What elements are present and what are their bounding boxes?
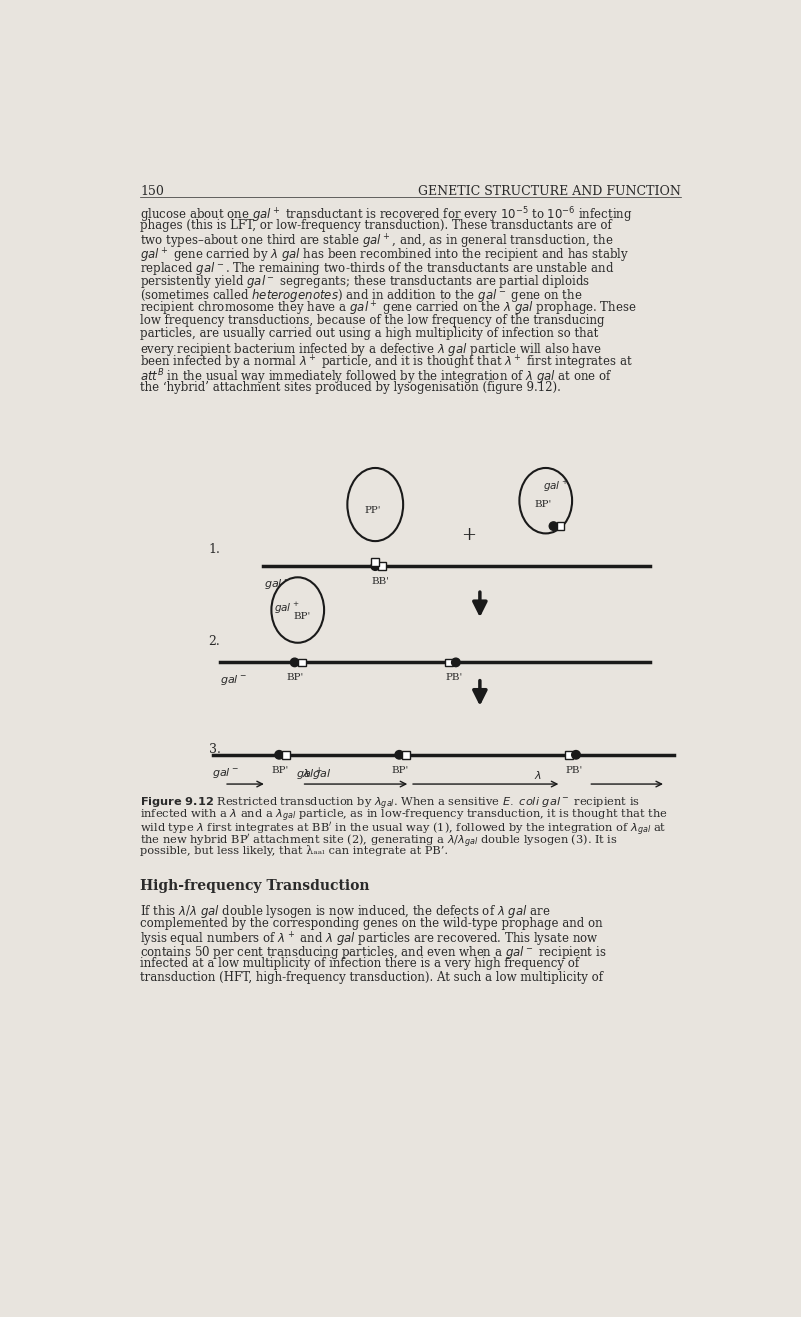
Text: recipient chromosome they have a $\mathit{gal}^+$ gene carried on the $\lambda$ : recipient chromosome they have a $\mathi… (140, 300, 637, 319)
Text: PP': PP' (364, 506, 381, 515)
Text: complemented by the corresponding genes on the wild-type prophage and on: complemented by the corresponding genes … (140, 917, 603, 930)
Bar (566, 751, 573, 759)
Text: infected with a $\lambda$ and a $\lambda_{gal}$ particle, as in low-frequency tr: infected with a $\lambda$ and a $\lambda… (140, 807, 668, 824)
Bar (298, 658, 305, 666)
Text: wild type $\lambda$ first integrates at BB$'$ in the usual way (1), followed by : wild type $\lambda$ first integrates at … (140, 820, 667, 838)
Text: PB': PB' (566, 765, 582, 774)
Bar (282, 751, 290, 759)
Bar (372, 558, 379, 566)
Text: $\mathit{gal}^-$: $\mathit{gal}^-$ (264, 577, 292, 591)
Text: the ‘hybrid’ attachment sites produced by lysogenisation (figure 9.12).: the ‘hybrid’ attachment sites produced b… (140, 381, 562, 394)
Text: every recipient bacterium infected by a defective $\lambda$ $\mathit{gal}$ parti: every recipient bacterium infected by a … (140, 341, 602, 357)
Text: persistently yield $\mathit{gal}^-$ segregants; these transductants are partial : persistently yield $\mathit{gal}^-$ segr… (140, 273, 590, 290)
Circle shape (371, 562, 380, 570)
Text: 2.: 2. (208, 635, 220, 648)
Bar (378, 562, 386, 570)
Text: $\mathit{att}^B$ in the usual way immediately followed by the integration of $\l: $\mathit{att}^B$ in the usual way immedi… (140, 367, 614, 387)
Text: $\lambda\ gal$: $\lambda\ gal$ (302, 766, 332, 781)
Text: BP': BP' (535, 500, 552, 510)
Text: 3.: 3. (208, 743, 220, 756)
Text: +: + (461, 527, 476, 544)
Text: been infected by a normal $\lambda^+$ particle, and it is thought that $\lambda^: been infected by a normal $\lambda^+$ pa… (140, 354, 634, 373)
Circle shape (572, 751, 580, 759)
Text: $\mathit{gal}^+$ gene carried by $\lambda$ $\mathit{gal}$ has been recombined in: $\mathit{gal}^+$ gene carried by $\lambd… (140, 246, 630, 265)
Text: If this $\lambda$/$\lambda$ $\mathit{gal}$ double lysogen is now induced, the de: If this $\lambda$/$\lambda$ $\mathit{gal… (140, 903, 551, 921)
Text: contains 50 per cent transducing particles, and even when a $\mathit{gal}^-$ rec: contains 50 per cent transducing particl… (140, 944, 607, 961)
Circle shape (395, 751, 404, 759)
Text: glucose about one $\mathit{gal}^+$ transductant is recovered for every $10^{-5}$: glucose about one $\mathit{gal}^+$ trans… (140, 205, 633, 225)
Text: BP': BP' (272, 765, 288, 774)
Text: transduction (HFT, high-frequency transduction). At such a low multiplicity of: transduction (HFT, high-frequency transd… (140, 971, 603, 984)
Text: infected at a low multiplicity of infection there is a very high frequency of: infected at a low multiplicity of infect… (140, 957, 580, 971)
Text: phages (this is LFT, or low-frequency transduction). These transductants are of: phages (this is LFT, or low-frequency tr… (140, 219, 612, 232)
Text: the new hybrid BP$'$ attachment site (2), generating a $\lambda$/$\lambda_{gal}$: the new hybrid BP$'$ attachment site (2)… (140, 832, 618, 849)
Text: BP': BP' (392, 765, 409, 774)
Text: 1.: 1. (208, 543, 220, 556)
Text: two types–about one third are stable $\mathit{gal}^+$, and, as in general transd: two types–about one third are stable $\m… (140, 233, 614, 252)
Text: PB': PB' (445, 673, 462, 682)
Text: 150: 150 (140, 184, 164, 198)
Text: particles, are usually carried out using a high multiplicity of infection so tha: particles, are usually carried out using… (140, 327, 598, 340)
Bar (557, 523, 565, 529)
Circle shape (275, 751, 284, 759)
Text: possible, but less likely, that λₐₐₗ can integrate at PB’.: possible, but less likely, that λₐₐₗ can… (140, 846, 449, 856)
Text: (sometimes called $\mathit{heterogenotes}$) and in addition to the $\mathit{gal}: (sometimes called $\mathit{heterogenotes… (140, 287, 583, 304)
Bar (402, 751, 410, 759)
Text: BP': BP' (287, 673, 304, 682)
Text: BP': BP' (294, 611, 311, 620)
Bar (445, 658, 453, 666)
Text: $\mathit{gal}^+$: $\mathit{gal}^+$ (296, 765, 323, 782)
Text: $\mathit{gal}^-$: $\mathit{gal}^-$ (220, 673, 248, 687)
Text: $\mathbf{Figure\ 9.12}$ Restricted transduction by $\lambda_{gal}$. When a sensi: $\mathbf{Figure\ 9.12}$ Restricted trans… (140, 795, 640, 813)
Circle shape (549, 522, 557, 531)
Text: $\mathit{gal}^+$: $\mathit{gal}^+$ (275, 601, 300, 616)
Text: lysis equal numbers of $\lambda^+$ and $\lambda$ $\mathit{gal}$ particles are re: lysis equal numbers of $\lambda^+$ and $… (140, 930, 599, 948)
Text: BB': BB' (372, 577, 389, 586)
Circle shape (291, 658, 299, 666)
Text: High-frequency Transduction: High-frequency Transduction (140, 878, 370, 893)
Text: replaced $\mathit{gal}^-$. The remaining two-thirds of the transductants are uns: replaced $\mathit{gal}^-$. The remaining… (140, 259, 615, 277)
Text: $\mathit{gal}^+$: $\mathit{gal}^+$ (542, 479, 568, 494)
Text: low frequency transductions, because of the low frequency of the transducing: low frequency transductions, because of … (140, 313, 605, 327)
Text: GENETIC STRUCTURE AND FUNCTION: GENETIC STRUCTURE AND FUNCTION (418, 184, 682, 198)
Text: $\mathit{gal}^-$: $\mathit{gal}^-$ (212, 765, 239, 780)
Text: $\lambda$: $\lambda$ (534, 769, 542, 781)
Circle shape (452, 658, 460, 666)
